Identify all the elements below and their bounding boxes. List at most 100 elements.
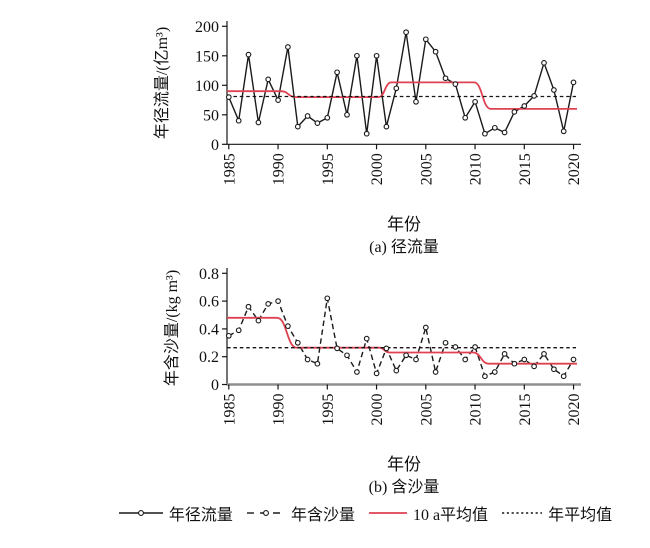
- runoff-data-point-marker: [255, 119, 262, 126]
- sediment-y-axis-title: 年含沙量/(kg m³): [164, 269, 181, 387]
- legend-item-decadal-average: 10 a平均值: [368, 501, 488, 525]
- sediment-data-point-marker: [245, 303, 252, 310]
- solid-line-circle-marker-icon: [118, 510, 163, 516]
- sediment-data-point-marker: [413, 356, 419, 363]
- x-tick-label: 1995: [320, 394, 337, 426]
- y-tick-label: 150: [195, 48, 219, 65]
- runoff-data-point-marker: [265, 76, 272, 83]
- sediment-data-point-marker: [255, 317, 262, 324]
- x-tick-label: 1985: [221, 153, 238, 185]
- y-tick-label: 100: [195, 78, 219, 95]
- y-tick-label: 0: [211, 137, 219, 154]
- sediment-data-point-marker: [442, 339, 449, 346]
- sediment-data-point-marker: [285, 323, 291, 329]
- legend-label-annual-mean: 年平均值: [548, 507, 613, 524]
- sediment-data-point-marker: [294, 339, 301, 346]
- sediment-data-point-marker: [403, 352, 409, 359]
- runoff-data-point-marker: [560, 128, 567, 135]
- legend: 年径流量 年含沙量 10 a平均值 年平均值: [40, 501, 650, 525]
- y-tick-label: 0.4: [199, 321, 219, 338]
- runoff-data-point-marker: [275, 97, 281, 103]
- sediment-data-point-marker: [314, 360, 321, 367]
- sediment-data-point-marker: [235, 327, 242, 334]
- runoff-data-point-marker: [363, 130, 370, 137]
- x-tick-label: 2020: [566, 153, 583, 185]
- sediment-data-point-marker: [560, 373, 567, 380]
- runoff-data-point-marker: [511, 109, 518, 115]
- runoff-data-point-marker: [422, 36, 429, 43]
- sediment-data-point-marker: [482, 373, 488, 380]
- sediment-data-point-marker: [521, 356, 528, 363]
- runoff-subplot-caption: (a) 径流量: [369, 239, 439, 256]
- sediment-chart-canvas: 0 0.2 0.4 0.6 0.8 1985 1990 1995 2000 2005 2010 201…: [199, 266, 583, 426]
- runoff-data-point-marker: [462, 114, 469, 121]
- sediment-data-point-marker: [511, 360, 518, 367]
- runoff-data-point-marker: [442, 75, 449, 82]
- black-dotted-line-icon: [502, 512, 543, 514]
- x-tick-label: 2010: [468, 394, 485, 426]
- sediment-data-point-marker: [265, 301, 272, 307]
- runoff-data-point-marker: [334, 69, 340, 76]
- runoff-data-point-marker: [245, 51, 252, 58]
- runoff-y-axis-title: 年径流量/(亿m³): [154, 26, 171, 140]
- x-tick-label: 2015: [517, 153, 534, 185]
- dashed-line-circle-marker-icon: [246, 510, 285, 516]
- runoff-decadal-average-line: [227, 81, 577, 110]
- sediment-data-point-marker: [570, 356, 577, 363]
- runoff-data-point-marker: [501, 129, 508, 136]
- sediment-subplot-caption: (b) 含沙量: [368, 479, 440, 496]
- x-tick-label: 2000: [369, 153, 386, 185]
- sediment-data-point-marker: [422, 324, 429, 331]
- y-tick-label: 50: [203, 107, 219, 124]
- runoff-data-point-marker: [344, 111, 350, 118]
- sediment-data-point-marker: [531, 363, 537, 370]
- legend-label-annual-runoff: 年径流量: [168, 507, 233, 524]
- x-tick-label: 2020: [566, 394, 583, 426]
- x-tick-label: 2010: [468, 153, 485, 185]
- sediment-data-point-marker: [324, 295, 331, 302]
- x-tick-label: 2005: [418, 153, 435, 185]
- runoff-data-point-marker: [324, 114, 331, 121]
- sediment-data-point-marker: [491, 369, 498, 375]
- sediment-data-point-marker: [452, 344, 459, 350]
- sediment-data-point-marker: [344, 352, 350, 359]
- x-tick-label: 2000: [369, 394, 386, 426]
- sediment-data-point-marker: [432, 369, 439, 375]
- sediment-data-point-marker: [462, 356, 469, 363]
- runoff-data-point-marker: [225, 94, 232, 100]
- sediment-data-point-marker: [551, 366, 557, 373]
- y-tick-label: 0.6: [199, 294, 219, 311]
- sediment-data-point-marker: [304, 356, 311, 363]
- runoff-data-point-marker: [482, 130, 488, 137]
- y-tick-label: 200: [195, 19, 219, 36]
- sediment-data-point-marker: [501, 351, 508, 357]
- runoff-data-point-marker: [294, 123, 301, 130]
- runoff-sediment-figure: 0 50 100 150 200 1985 1990 1995 2000 2005 2010 2015…: [40, 16, 650, 532]
- runoff-data-point-marker: [354, 52, 360, 59]
- legend-item-annual-mean: 年平均值: [501, 501, 612, 525]
- runoff-data-point-marker: [373, 52, 380, 59]
- runoff-data-point-marker: [472, 98, 478, 105]
- runoff-data-point-marker: [383, 123, 390, 130]
- sediment-data-point-marker: [225, 332, 232, 339]
- runoff-data-point-marker: [304, 113, 311, 119]
- runoff-data-point-marker: [314, 120, 321, 126]
- runoff-data-point-marker: [393, 85, 400, 92]
- runoff-data-point-marker: [491, 124, 498, 131]
- runoff-data-point-marker: [531, 93, 537, 99]
- sediment-x-axis-title: 年份: [387, 455, 421, 474]
- x-tick-label: 2015: [517, 394, 534, 426]
- y-tick-label: 0: [211, 377, 219, 394]
- x-tick-label: 1995: [320, 153, 337, 185]
- y-tick-label: 0.8: [199, 266, 219, 283]
- runoff-data-point-marker: [551, 87, 557, 93]
- sediment-data-point-marker: [383, 345, 390, 352]
- sediment-data-point-marker: [373, 370, 380, 377]
- runoff-data-point-marker: [432, 48, 439, 55]
- legend-item-annual-sediment: 年含沙量: [246, 501, 355, 525]
- sediment-data-point-marker: [393, 367, 400, 374]
- runoff-data-point-marker: [285, 44, 291, 50]
- runoff-data-point-marker: [413, 98, 419, 105]
- x-tick-label: 1990: [271, 153, 288, 185]
- runoff-data-point-marker: [235, 117, 242, 124]
